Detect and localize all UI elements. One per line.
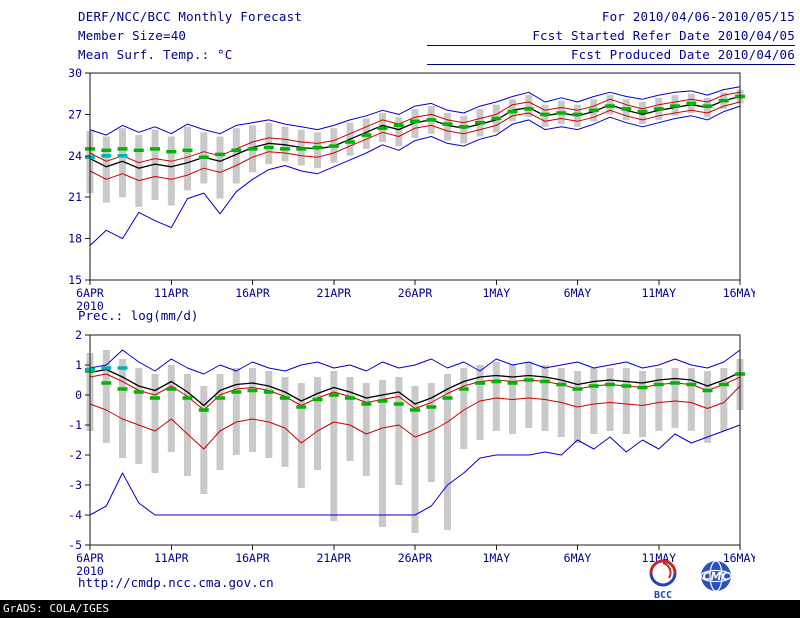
cmc-logo-longitude-line [709, 560, 723, 592]
svg-text:1: 1 [75, 358, 82, 372]
svg-text:18: 18 [68, 232, 82, 246]
svg-text:30: 30 [68, 66, 82, 80]
svg-text:-1: -1 [68, 418, 82, 432]
svg-text:6APR: 6APR [76, 551, 104, 565]
bcc-logo-red-hook [662, 562, 672, 579]
svg-text:6MAY: 6MAY [564, 286, 592, 300]
cmc-logo-latitude-line [700, 569, 732, 583]
svg-text:16MAY: 16MAY [723, 551, 755, 565]
svg-text:26APR: 26APR [398, 286, 433, 300]
svg-text:-2: -2 [68, 448, 82, 462]
svg-text:15: 15 [68, 273, 82, 287]
svg-text:16APR: 16APR [235, 551, 270, 565]
fcst-produced-date-label: Fcst Produced Date 2010/04/06 [427, 47, 795, 65]
svg-text:16APR: 16APR [235, 286, 270, 300]
svg-text:16MAY: 16MAY [723, 286, 755, 300]
member-size-label: Member Size=40 [78, 28, 187, 43]
bcc-logo: BCC [649, 559, 677, 601]
svg-text:1MAY: 1MAY [482, 286, 510, 300]
svg-text:0: 0 [75, 388, 82, 402]
grads-credit-text: GrADS: COLA/IGES [3, 602, 109, 615]
svg-text:-3: -3 [68, 478, 82, 492]
svg-text:21: 21 [68, 190, 82, 204]
svg-text:24: 24 [68, 149, 82, 163]
svg-text:1MAY: 1MAY [482, 551, 510, 565]
svg-text:-5: -5 [68, 538, 82, 552]
svg-text:11APR: 11APR [154, 551, 189, 565]
svg-text:26APR: 26APR [398, 551, 433, 565]
grads-credit-bar: GrADS: COLA/IGES [0, 600, 800, 618]
svg-text:6APR: 6APR [76, 286, 104, 300]
svg-text:2010: 2010 [76, 564, 104, 578]
svg-text:21APR: 21APR [316, 551, 351, 565]
prec-panel-label: Prec.: log(mm/d) [78, 308, 199, 323]
bcc-logo-red-arc [649, 559, 677, 574]
svg-text:-4: -4 [68, 508, 82, 522]
bcc-logo-text: BCC [654, 590, 672, 601]
cmc-logo-text: CMC [702, 570, 729, 583]
svg-text:2010: 2010 [76, 299, 104, 313]
svg-text:11MAY: 11MAY [641, 286, 676, 300]
svg-text:6MAY: 6MAY [564, 551, 592, 565]
forecast-range-label: For 2010/04/06-2010/05/15 [601, 9, 795, 24]
bcc-logo-blue-arc [649, 572, 677, 587]
svg-text:11APR: 11APR [154, 286, 189, 300]
temp-panel-label: Mean Surf. Temp.: °C [78, 47, 233, 62]
page-title: DERF/NCC/BCC Monthly Forecast [78, 9, 303, 24]
svg-text:2: 2 [75, 328, 82, 342]
svg-text:27: 27 [68, 107, 82, 121]
cmc-logo: CMC [700, 560, 732, 592]
cmc-logo-globe [701, 561, 731, 591]
fcst-refer-date-label: Fcst Started Refer Date 2010/04/05 [427, 28, 795, 46]
svg-text:21APR: 21APR [316, 286, 351, 300]
source-url: http://cmdp.ncc.cma.gov.cn [78, 575, 274, 590]
